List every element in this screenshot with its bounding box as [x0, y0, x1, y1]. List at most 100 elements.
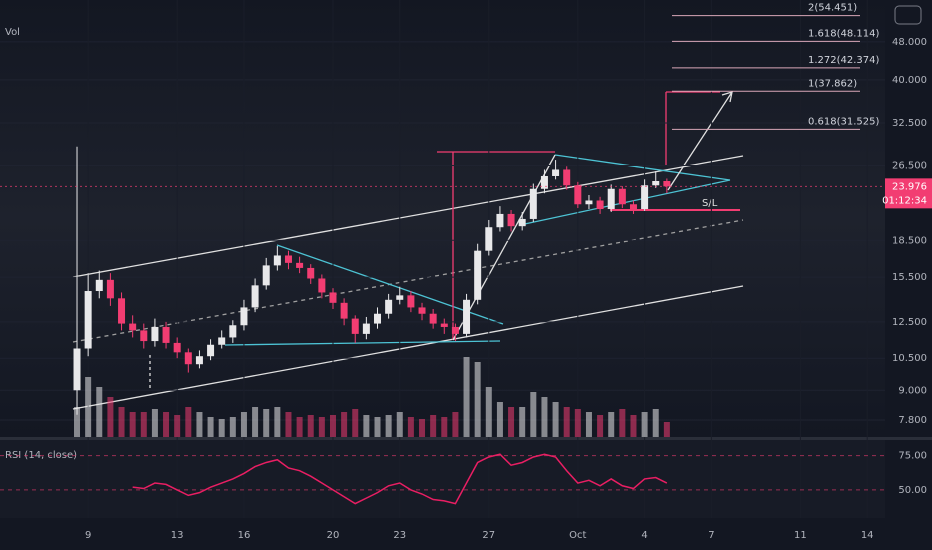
- candle-body: [396, 295, 404, 300]
- candle-body: [207, 344, 215, 357]
- volume-bar: [630, 415, 637, 437]
- volume-bar: [285, 412, 292, 437]
- fib-label: 2(54.451): [808, 3, 857, 14]
- volume-bar: [574, 409, 581, 437]
- volume-bar: [85, 377, 92, 437]
- candle-body: [218, 337, 226, 345]
- volume-bar: [74, 407, 81, 437]
- volume-bar: [485, 387, 492, 437]
- volume-bar: [663, 422, 670, 437]
- candle-body: [474, 250, 482, 300]
- y-tick-label: 9.000: [898, 385, 927, 396]
- last-price-label: 23.976: [892, 181, 927, 192]
- volume-bar: [385, 415, 392, 437]
- candle-body: [629, 204, 637, 210]
- volume-bar: [196, 412, 203, 437]
- candle-body: [451, 326, 459, 334]
- candle-body: [251, 285, 259, 308]
- candle-body: [440, 323, 448, 327]
- x-tick-label: 11: [794, 530, 807, 541]
- candle-body: [162, 326, 170, 343]
- candle-body: [84, 291, 92, 349]
- last-price-box: [885, 178, 932, 209]
- y-tick-label: 26.500: [892, 161, 927, 172]
- candle-body: [151, 326, 159, 342]
- price-pane: [0, 0, 885, 437]
- volume-bar: [185, 407, 192, 437]
- volume-bar: [229, 417, 236, 437]
- x-tick-label: 27: [482, 530, 495, 541]
- candle-body: [184, 352, 192, 365]
- volume-bar: [163, 412, 170, 437]
- volume-bar: [174, 415, 181, 437]
- y-tick-label: 32.500: [892, 118, 927, 129]
- sl-annotation: S/L: [702, 198, 718, 209]
- candle-body: [362, 323, 370, 334]
- rsi-line: [132, 453, 668, 505]
- x-tick-label: Oct: [569, 530, 586, 541]
- volume-bar: [541, 397, 548, 437]
- volume-bar: [274, 407, 281, 437]
- candle-body: [663, 181, 671, 187]
- volume-bar: [151, 409, 158, 437]
- volume-bar: [307, 415, 314, 437]
- volume-bar: [430, 415, 437, 437]
- candle-body: [95, 279, 103, 292]
- candle-body: [129, 323, 137, 331]
- rsi-tick-label: 75.00: [898, 451, 927, 462]
- candle-body: [540, 175, 548, 189]
- candle-body: [518, 218, 526, 227]
- volume-bar: [396, 412, 403, 437]
- candle-body: [374, 313, 382, 324]
- candle-body: [496, 213, 504, 228]
- candle-body: [574, 185, 582, 205]
- volume-bar: [118, 407, 125, 437]
- candle-body: [652, 181, 660, 186]
- volume-bar: [496, 402, 503, 437]
- rsi-pane: [0, 440, 885, 518]
- candle-body: [262, 265, 270, 286]
- volume-bar: [352, 409, 359, 437]
- volume-bar: [363, 415, 370, 437]
- volume-bar: [474, 362, 481, 437]
- volume-bar: [240, 412, 247, 437]
- volume-bar: [552, 402, 559, 437]
- volume-bar: [329, 415, 336, 437]
- fib-label: 1(37.862): [808, 78, 857, 89]
- candle-body: [240, 307, 248, 326]
- volume-bar: [463, 357, 470, 437]
- volume-bar: [508, 407, 515, 437]
- y-tick-label: 12.500: [892, 317, 927, 328]
- y-tick-label: 15.500: [892, 272, 927, 283]
- volume-bar: [107, 397, 114, 437]
- candle-body: [563, 169, 571, 186]
- x-tick-label: 4: [641, 530, 647, 541]
- candle-body: [607, 188, 615, 210]
- candle-body: [585, 200, 593, 205]
- candle-body: [418, 307, 426, 314]
- candle-body: [229, 325, 237, 338]
- volume-bar: [419, 419, 426, 437]
- candle-body: [140, 330, 148, 342]
- candle-body: [385, 299, 393, 314]
- volume-bar: [140, 412, 147, 437]
- volume-bar: [252, 407, 259, 437]
- y-tick-label: 18.500: [892, 235, 927, 246]
- volume-bar: [585, 412, 592, 437]
- settings-button[interactable]: [894, 5, 922, 25]
- candle-body: [552, 169, 560, 176]
- volume-bar: [441, 417, 448, 437]
- volume-bar: [263, 409, 270, 437]
- volume-bar: [129, 412, 136, 437]
- candle-body: [195, 356, 203, 365]
- x-tick-label: 20: [327, 530, 340, 541]
- candle-body: [641, 185, 649, 210]
- volume-bar: [407, 417, 414, 437]
- volume-bar: [608, 412, 615, 437]
- fib-label: 0.618(31.525): [808, 116, 880, 127]
- y-tick-label: 48.000: [892, 37, 927, 48]
- volume-label: Vol: [5, 27, 20, 38]
- volume-bar: [218, 419, 225, 437]
- candle-body: [284, 255, 292, 263]
